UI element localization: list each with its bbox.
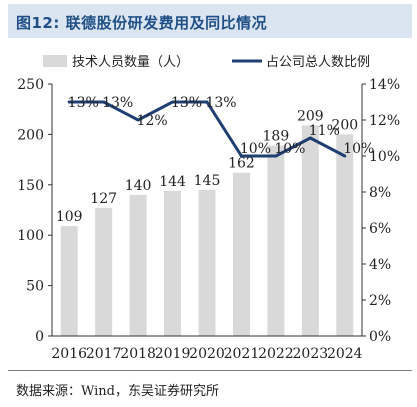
line-value-label: 10%: [343, 141, 374, 157]
right-tick-label: 6%: [369, 221, 391, 237]
bar-2017: [95, 207, 113, 336]
source-note: 数据来源：Wind，东吴证券研究所: [16, 384, 219, 399]
left-tick-label: 50: [26, 279, 44, 295]
x-tick-label: 2018: [120, 346, 156, 362]
line-value-label: 12%: [137, 113, 168, 129]
line-point-2024: [343, 154, 347, 158]
bar-value-label: 109: [56, 209, 83, 225]
bar-2020: [198, 189, 216, 336]
right-tick-label: 8%: [369, 185, 391, 201]
line-value-label: 13%: [205, 95, 236, 111]
x-tick-label: 2022: [258, 346, 294, 362]
figure-title: 联德股份研发费用及同比情况: [65, 14, 268, 32]
line-value-label: 13%: [68, 95, 99, 111]
bar-value-label: 209: [297, 108, 324, 124]
right-tick-label: 12%: [369, 113, 400, 129]
divider: [8, 370, 412, 371]
x-tick-label: 2021: [224, 346, 260, 362]
bar-2018: [129, 194, 147, 336]
line-value-label: 13%: [102, 95, 133, 111]
bar-2021: [232, 172, 250, 336]
bar-value-label: 140: [125, 178, 152, 194]
left-tick-label: 100: [17, 228, 44, 244]
line-point-2018: [136, 118, 140, 122]
figure-title-bar: 图12: 联德股份研发费用及同比情况: [8, 4, 412, 38]
bar-2019: [164, 190, 182, 336]
bar-2023: [301, 125, 319, 336]
left-tick-label: 0: [35, 329, 44, 345]
x-tick-label: 2023: [293, 346, 329, 362]
bar-value-label: 200: [331, 117, 358, 133]
bar-2016: [60, 226, 78, 336]
line-point-2017: [102, 100, 106, 104]
figure-label: 图12:: [16, 14, 60, 32]
x-tick-label: 2024: [327, 346, 363, 362]
line-point-2019: [171, 100, 175, 104]
right-tick-label: 0%: [369, 329, 391, 345]
line-point-2021: [239, 154, 243, 158]
bar-value-label: 189: [263, 128, 290, 144]
x-tick-label: 2020: [189, 346, 225, 362]
line-value-label: 10%: [274, 141, 305, 157]
line-point-2016: [67, 100, 71, 104]
bar-value-label: 144: [159, 174, 186, 190]
right-tick-label: 14%: [369, 77, 400, 93]
bar-value-label: 145: [194, 173, 221, 189]
left-tick-label: 200: [17, 127, 44, 143]
left-tick-label: 250: [17, 77, 44, 93]
right-tick-label: 4%: [369, 257, 391, 273]
x-tick-label: 2016: [51, 346, 87, 362]
bar-value-label: 162: [228, 156, 255, 172]
legend-bar-swatch: [43, 55, 67, 67]
line-value-label: 11%: [309, 123, 340, 139]
line-point-2020: [205, 100, 209, 104]
line-point-2022: [274, 154, 278, 158]
bar-value-label: 127: [90, 191, 117, 207]
line-value-label: 10%: [240, 141, 271, 157]
right-tick-label: 2%: [369, 293, 391, 309]
x-tick-label: 2017: [86, 346, 122, 362]
legend-bar-label: 技术人员数量（人）: [72, 55, 189, 70]
bar-2024: [336, 134, 354, 336]
left-tick-label: 150: [17, 178, 44, 194]
right-tick-label: 10%: [369, 149, 400, 165]
x-tick-label: 2019: [155, 346, 191, 362]
legend-line-label: 占公司总人数比例: [266, 55, 370, 70]
line-point-2023: [308, 136, 312, 140]
line-value-label: 13%: [171, 95, 202, 111]
bar-2022: [267, 145, 285, 336]
